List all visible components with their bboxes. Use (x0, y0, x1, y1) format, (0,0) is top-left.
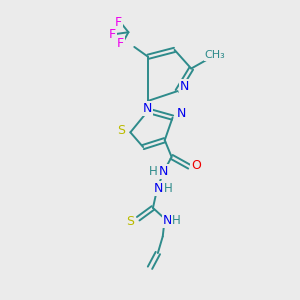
Text: N: N (177, 107, 186, 120)
Text: N: N (159, 165, 168, 178)
Text: F: F (115, 16, 122, 29)
Text: S: S (126, 215, 134, 228)
Text: S: S (118, 124, 125, 137)
Text: F: F (109, 28, 116, 41)
Text: N: N (142, 102, 152, 115)
Text: F: F (117, 38, 124, 50)
Text: N: N (154, 182, 164, 195)
Text: H: H (172, 214, 181, 227)
Text: O: O (191, 159, 201, 172)
Text: CH₃: CH₃ (204, 50, 225, 60)
Text: N: N (180, 80, 189, 93)
Text: H: H (164, 182, 173, 195)
Text: H: H (148, 165, 157, 178)
Text: N: N (163, 214, 172, 227)
